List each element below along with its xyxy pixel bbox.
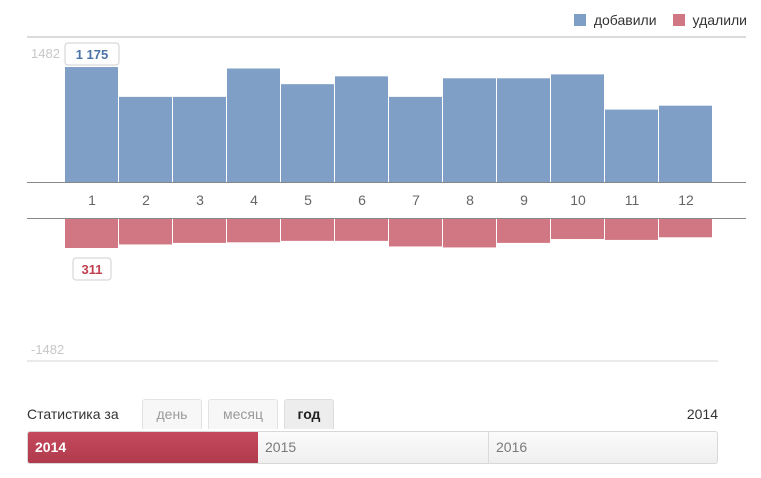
bar-removed-11 (605, 218, 658, 240)
x-tick-label: 4 (250, 192, 258, 208)
x-tick-label: 7 (412, 192, 420, 208)
bar-removed-5 (281, 218, 334, 241)
y-tick-bottom: -1482 (31, 342, 64, 357)
legend-added-label: добавили (593, 12, 657, 28)
legend-removed-label: удалили (692, 12, 747, 28)
x-tick-label: 6 (358, 192, 366, 208)
period-year-button[interactable]: год (284, 399, 334, 429)
period-month-button[interactable]: месяц (208, 399, 278, 429)
x-tick-label: 11 (625, 192, 640, 208)
added-max-label: 1 175 (76, 47, 109, 62)
x-tick-label: 3 (196, 192, 204, 208)
removed-swatch (672, 14, 685, 26)
legend-item-added: добавили (573, 12, 657, 28)
bar-added-4 (227, 68, 280, 182)
bar-removed-6 (335, 218, 388, 241)
x-tick-label: 9 (520, 192, 528, 208)
period-day-button[interactable]: день (142, 399, 202, 429)
y-tick-top: 1482 (31, 46, 60, 61)
bar-removed-10 (551, 218, 604, 240)
x-tick-label: 10 (570, 192, 586, 208)
x-tick-label: 5 (304, 192, 312, 208)
period-controls: Статистика за день месяц год 2014 (27, 398, 718, 431)
bar-added-5 (281, 84, 334, 182)
x-tick-label: 12 (678, 192, 694, 208)
stats-period-label: Статистика за (27, 406, 119, 422)
removed-max-label: 311 (82, 262, 103, 277)
x-tick-label: 1 (88, 192, 96, 208)
x-tick-label: 2 (142, 192, 150, 208)
bar-added-8 (443, 78, 496, 182)
removed-max-label-box (72, 257, 112, 281)
chart-legend: добавили удалили (573, 12, 747, 28)
bar-added-7 (389, 96, 442, 182)
year-selector: 2014 2015 2016 (27, 431, 718, 464)
selected-year-label: 2014 (686, 406, 718, 422)
bar-removed-2 (119, 218, 172, 245)
bar-added-1 (65, 67, 118, 182)
added-max-label-box (64, 42, 120, 66)
year-2016-tab[interactable]: 2016 (496, 439, 528, 455)
legend-item-removed: удалили (672, 12, 747, 28)
year-2015-tab[interactable]: 2015 (265, 439, 297, 455)
bar-removed-8 (443, 218, 496, 248)
bar-added-12 (659, 105, 712, 182)
bar-added-11 (605, 109, 658, 182)
bar-removed-7 (389, 218, 442, 247)
bar-added-6 (335, 76, 388, 182)
bar-added-3 (173, 96, 226, 182)
bar-removed-1 (65, 218, 118, 249)
added-swatch (573, 14, 586, 26)
x-tick-label: 8 (466, 192, 474, 208)
bar-added-9 (497, 78, 550, 182)
bar-removed-12 (659, 218, 712, 238)
bar-removed-9 (497, 218, 550, 243)
bar-added-2 (119, 96, 172, 182)
bar-removed-4 (227, 218, 280, 243)
bar-added-10 (551, 74, 604, 182)
year-2014-tab[interactable]: 2014 (28, 432, 258, 463)
bar-removed-3 (173, 218, 226, 243)
year-divider (488, 432, 489, 463)
